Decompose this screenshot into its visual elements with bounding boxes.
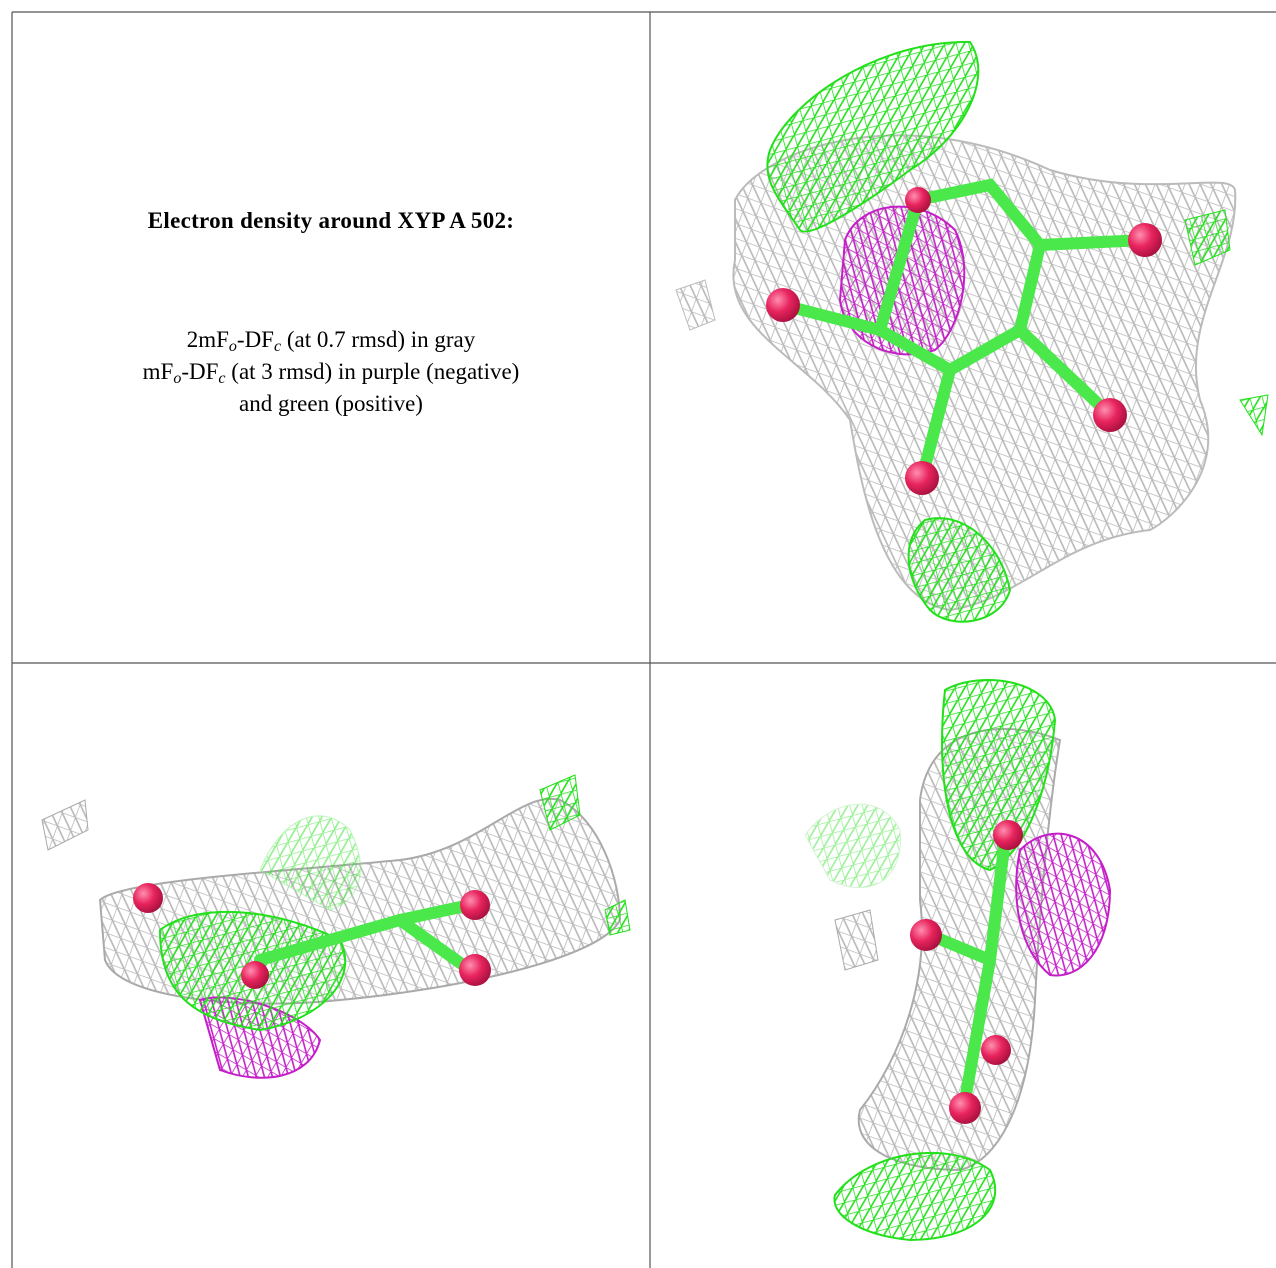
text: (at 0.7 rmsd) in gray <box>281 327 475 352</box>
density-view-top <box>676 42 1268 622</box>
text: -DF <box>237 327 274 352</box>
subscript: c <box>218 370 225 387</box>
subscript: o <box>229 338 237 355</box>
density-view-end <box>805 680 1110 1240</box>
subscript: c <box>274 338 281 355</box>
caption-line: mFo-DFc (at 3 rmsd) in purple (negative) <box>12 356 650 388</box>
caption-title: Electron density around XYP A 502: <box>12 208 650 234</box>
density-view-side <box>42 775 630 1078</box>
text: mF <box>143 359 174 384</box>
caption-cell: Electron density around XYP A 502: 2mFo-… <box>12 12 650 663</box>
page: Electron density around XYP A 502: 2mFo-… <box>0 0 1276 1268</box>
caption-line: 2mFo-DFc (at 0.7 rmsd) in gray <box>12 324 650 356</box>
text: -DF <box>181 359 218 384</box>
caption-lines: 2mFo-DFc (at 0.7 rmsd) in gray mFo-DFc (… <box>12 324 650 420</box>
text: (at 3 rmsd) in purple (negative) <box>226 359 520 384</box>
text: 2mF <box>187 327 229 352</box>
caption-line: and green (positive) <box>12 388 650 420</box>
